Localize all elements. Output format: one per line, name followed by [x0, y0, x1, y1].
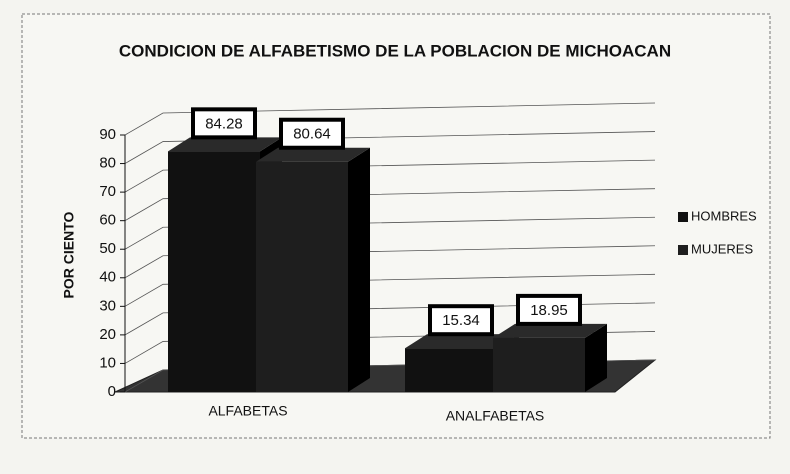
- legend-swatch: [678, 245, 688, 255]
- y-tick-label: 0: [108, 383, 116, 400]
- value-label: 84.28: [205, 115, 243, 132]
- bar-side: [585, 323, 607, 392]
- y-tick-label: 70: [99, 183, 116, 200]
- grid-line: [124, 188, 656, 222]
- y-tick-label: 60: [99, 212, 116, 229]
- value-label: 80.64: [293, 126, 331, 143]
- legend-label: HOMBRES: [691, 208, 757, 223]
- x-tick-label: ANALFABETAS: [446, 408, 545, 424]
- bar-top: [168, 137, 282, 152]
- y-tick-label: 80: [99, 155, 116, 172]
- bar: [168, 151, 260, 392]
- y-axis-label: POR CIENTO: [61, 211, 77, 298]
- value-label-box: [516, 293, 582, 326]
- value-label: 15.34: [442, 312, 480, 329]
- value-label-box: [191, 107, 257, 140]
- y-tick-label: 10: [99, 354, 116, 371]
- bar-top: [405, 334, 519, 349]
- legend-label: MUJERES: [691, 241, 753, 256]
- bar-top: [493, 323, 607, 338]
- bar-top: [256, 147, 370, 162]
- y-tick-label: 40: [99, 269, 116, 286]
- value-label-box: [279, 117, 345, 150]
- grid-line: [124, 216, 656, 250]
- value-label-box: [428, 304, 494, 337]
- y-tick-label: 90: [99, 126, 116, 143]
- y-tick-label: 50: [99, 240, 116, 257]
- grid-line: [124, 131, 656, 164]
- bar-side: [348, 147, 370, 392]
- y-tick-label: 30: [99, 297, 116, 314]
- bar: [256, 161, 348, 392]
- grid-line: [124, 159, 656, 193]
- x-tick-label: ALFABETAS: [208, 403, 287, 419]
- bar: [493, 337, 585, 392]
- legend-swatch: [678, 212, 688, 222]
- value-label: 18.95: [530, 302, 568, 319]
- grid-line: [124, 102, 656, 136]
- grid-line: [124, 273, 656, 307]
- y-tick-label: 20: [99, 326, 116, 343]
- grid-line: [124, 245, 656, 279]
- bar: [405, 348, 497, 392]
- chart-title: CONDICION DE ALFABETISMO DE LA POBLACION…: [119, 41, 671, 60]
